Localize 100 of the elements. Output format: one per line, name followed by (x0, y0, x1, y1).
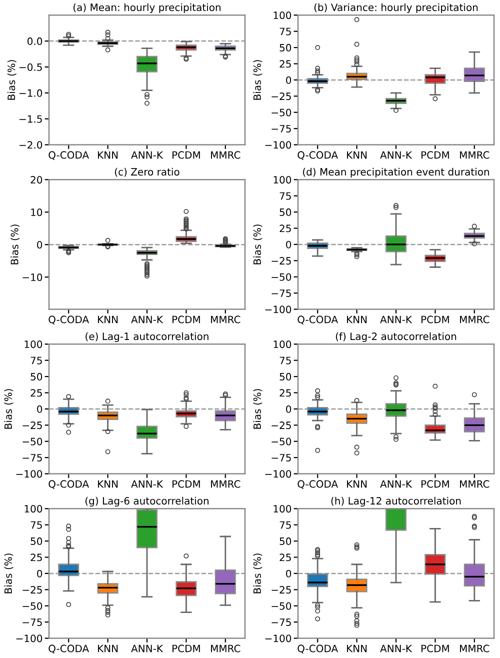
y-tick-label: 10 (31, 208, 42, 216)
x-tick-label: Q-CODA (298, 480, 338, 489)
y-tick-label: −25 (272, 422, 291, 430)
x-tick-label: PCDM (172, 480, 200, 488)
y-tick-label: −0.5 (20, 63, 42, 71)
y-tick-label: 100 (274, 12, 292, 20)
x-tick-label: ANN-K (380, 644, 412, 652)
x-tick-label: Q-CODA (48, 480, 90, 489)
x-tick-label: Q-CODA (298, 151, 338, 160)
y-tick-label: 25 (280, 389, 291, 397)
y-tick-label: 50 (30, 372, 42, 380)
y-tick-label: 100 (274, 505, 292, 513)
x-tick-label: Q-CODA (48, 316, 90, 324)
y-tick-label: −25 (272, 92, 291, 100)
y-axis-title: Bias (%) (10, 224, 20, 264)
y-tick-label: −1.0 (20, 89, 42, 97)
x-tick-label: KNN (347, 151, 367, 159)
x-tick-label: ANN-K (131, 151, 164, 159)
y-tick-label: 20 (30, 176, 42, 184)
y-tick-label: 0 (37, 570, 42, 578)
y-tick-label: 75 (30, 356, 42, 364)
x-tick-label: Q-CODA (48, 151, 90, 160)
y-tick-label: −25 (272, 586, 291, 594)
y-tick-label: 50 (280, 44, 292, 52)
x-tick-label: PCDM (172, 644, 200, 652)
x-tick-label: MMRC (211, 644, 240, 652)
y-tick-label: 75 (280, 28, 291, 36)
y-tick-label: −50 (272, 602, 292, 610)
y-tick-label: 0 (286, 570, 292, 578)
y-tick-label: −75 (272, 290, 291, 297)
y-tick-label: 75 (280, 192, 291, 200)
y-axis-title: Bias (%) (4, 554, 14, 594)
y-tick-label: −10 (22, 273, 42, 282)
y-tick-label: 75 (30, 521, 42, 529)
chart-title: (f) Lag-2 autocorrelation (336, 332, 456, 342)
y-tick-label: 25 (30, 389, 42, 397)
x-tick-label: KNN (347, 316, 367, 324)
y-tick-label: 50 (280, 537, 292, 545)
y-tick-label: 100 (274, 340, 292, 348)
y-tick-label: 0 (286, 405, 292, 413)
y-tick-label: 50 (280, 208, 292, 216)
y-tick-label: 75 (280, 521, 291, 529)
y-tick-label: −100 (265, 141, 292, 149)
y-tick-label: 0.0 (28, 37, 42, 45)
chart-title: (h) Lag-12 autocorrelation (331, 496, 461, 507)
y-tick-label: 50 (30, 537, 42, 545)
y-tick-label: −100 (16, 634, 42, 642)
chart-title: (g) Lag-6 autocorrelation (86, 496, 208, 507)
y-tick-label: −50 (22, 602, 42, 610)
y-axis-title: Bias (%) (253, 224, 262, 264)
y-tick-label: 75 (280, 356, 291, 364)
y-tick-label: −100 (265, 306, 292, 314)
y-tick-label: 100 (24, 340, 42, 348)
y-tick-label: −100 (265, 634, 292, 642)
y-tick-label: −1.5 (20, 115, 42, 123)
y-tick-label: 25 (280, 554, 291, 562)
x-tick-label: Q-CODA (48, 644, 90, 654)
x-tick-label: MMRC (460, 151, 490, 159)
y-tick-label: −50 (272, 108, 292, 116)
x-tick-label: KNN (98, 151, 118, 159)
chart-title: (a) Mean: hourly precipitation (74, 3, 220, 14)
x-tick-label: KNN (347, 480, 367, 488)
x-tick-label: MMRC (211, 480, 240, 488)
x-tick-label: KNN (98, 480, 118, 488)
chart-title: (e) Lag-1 autocorrelation (86, 332, 208, 342)
x-tick-label: MMRC (211, 316, 240, 324)
y-tick-label: −50 (22, 438, 42, 446)
chart-title: (b) Variance: hourly precipitation (314, 3, 478, 14)
x-tick-label: KNN (98, 644, 118, 652)
x-tick-label: PCDM (172, 151, 200, 159)
x-tick-label: PCDM (422, 480, 449, 488)
y-tick-label: 25 (280, 60, 291, 68)
y-tick-label: −75 (22, 618, 42, 626)
x-tick-label: MMRC (460, 480, 490, 488)
x-tick-label: PCDM (172, 316, 200, 324)
x-tick-label: ANN-K (380, 151, 412, 159)
y-axis-title: Bias (%) (7, 60, 16, 100)
y-tick-label: 25 (30, 554, 42, 562)
y-axis-title: Bias (%) (4, 389, 14, 429)
y-axis-title: Bias (%) (253, 60, 262, 100)
x-tick-label: MMRC (211, 151, 240, 159)
y-tick-label: −75 (272, 454, 291, 462)
y-tick-label: −75 (22, 454, 42, 462)
y-tick-label: −25 (22, 586, 42, 594)
x-tick-label: ANN-K (131, 480, 164, 488)
x-tick-label: ANN-K (380, 316, 412, 324)
y-tick-label: 0 (286, 76, 292, 84)
y-axis-title: Bias (%) (253, 389, 262, 429)
x-tick-label: MMRC (460, 644, 490, 652)
y-tick-label: −100 (16, 470, 42, 478)
x-tick-label: Q-CODA (298, 644, 338, 654)
y-tick-label: −75 (272, 125, 291, 132)
y-tick-label: −50 (272, 438, 292, 446)
x-tick-label: ANN-K (380, 480, 412, 488)
y-axis-title: Bias (%) (253, 554, 262, 594)
y-tick-label: −100 (265, 470, 292, 478)
x-tick-label: PCDM (422, 644, 449, 652)
x-tick-label: KNN (98, 316, 118, 324)
x-tick-label: Q-CODA (298, 316, 338, 324)
y-tick-label: −25 (272, 257, 291, 265)
